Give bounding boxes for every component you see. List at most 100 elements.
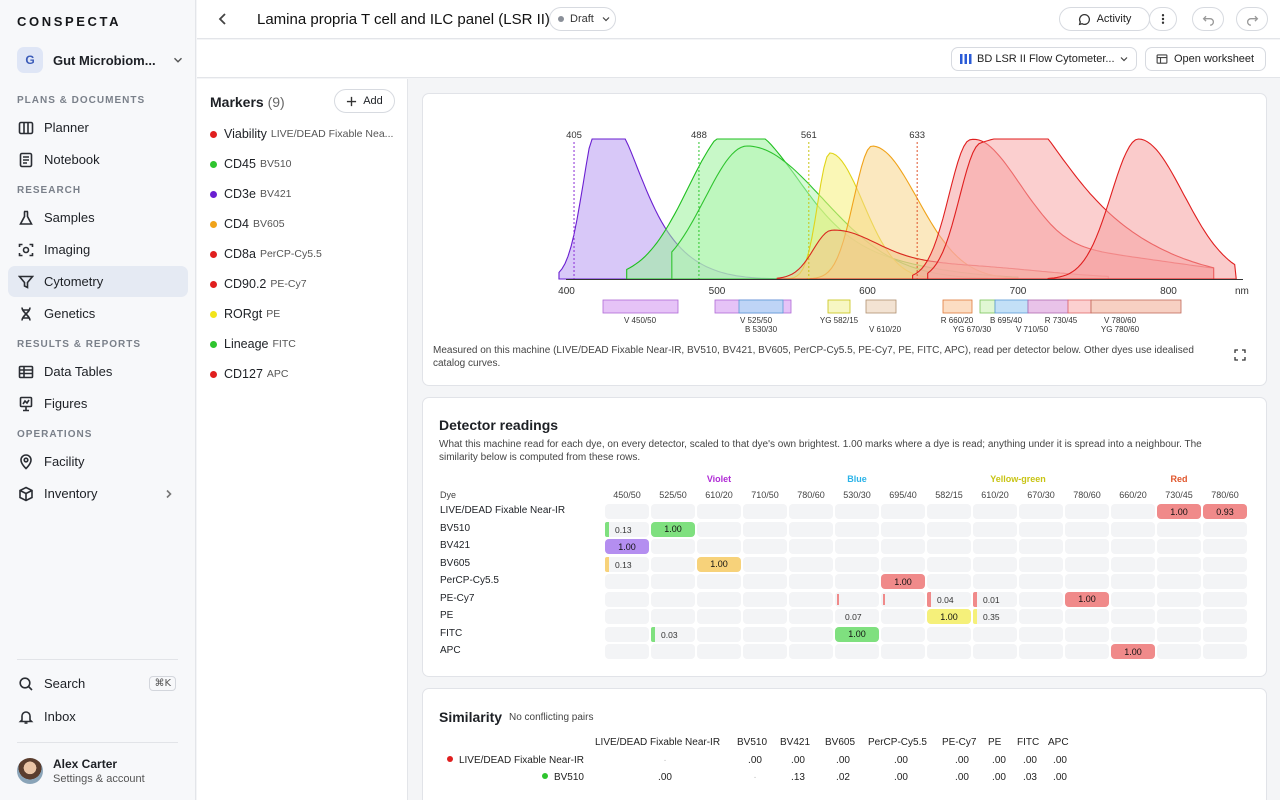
detector-cell [1203, 626, 1247, 642]
x-tick-label: 600 [859, 286, 876, 297]
marker-color-dot [210, 250, 217, 258]
plus-icon [347, 96, 357, 106]
similarity-card: Similarity No conflicting pairs LIVE/DEA… [422, 688, 1267, 800]
sidebar-item-imaging[interactable]: Imaging [8, 234, 188, 265]
marker-item[interactable]: RORgt PE [210, 304, 398, 324]
section-operations: OPERATIONS [17, 429, 93, 440]
sidebar-item-data-tables[interactable]: Data Tables [8, 356, 188, 387]
top-bar: Lamina propria T cell and ILC panel (LSR… [197, 0, 1280, 39]
similarity-title: Similarity [439, 709, 503, 725]
marker-item[interactable]: CD90.2 PE-Cy7 [210, 274, 398, 294]
filter-label: YG 582/15 [820, 316, 859, 325]
filter-label: R 660/20 [941, 316, 974, 325]
reading-bar [605, 521, 609, 537]
marker-color-dot [210, 220, 217, 228]
filter-label: B 695/40 [990, 316, 1023, 325]
reading-value: 0.04 [937, 594, 954, 605]
figure-icon [19, 396, 33, 411]
sidebar-item-planner[interactable]: Planner [8, 112, 188, 143]
workspace-avatar: G [17, 47, 43, 73]
dye-color-dot [446, 756, 453, 762]
marker-name: CD8a [224, 247, 256, 261]
detector-column-header: 780/60 [1211, 490, 1239, 500]
sidebar-item-samples[interactable]: Samples [8, 202, 188, 233]
back-arrow-icon[interactable] [215, 11, 231, 27]
redo-button[interactable] [1236, 7, 1268, 31]
divider [17, 742, 178, 743]
spectrum-chart: 405 488 561 633 400 500 600 700 800 nm V 450/50 V 5… [558, 130, 1249, 334]
marker-item[interactable]: Viability LIVE/DEAD Fixable Nea... [210, 124, 398, 144]
worksheet-icon [1156, 54, 1168, 64]
sidebar-item-inventory[interactable]: Inventory [8, 478, 188, 509]
marker-item[interactable]: Lineage FITC [210, 334, 398, 354]
detector-column-header: 710/50 [751, 490, 779, 500]
instrument-select[interactable]: BD LSR II Flow Cytometer... [951, 47, 1137, 71]
marker-item[interactable]: CD45 BV510 [210, 154, 398, 174]
detector-column-header: 525/50 [659, 490, 687, 500]
activity-button[interactable]: Activity [1059, 7, 1150, 31]
sidebar-item-genetics[interactable]: Genetics [8, 298, 188, 329]
marker-item[interactable]: CD3e BV421 [210, 184, 398, 204]
similarity-subtitle: No conflicting pairs [509, 712, 594, 723]
detector-cell [697, 644, 741, 659]
x-tick-label: 500 [709, 286, 726, 297]
detector-cell [1065, 609, 1109, 624]
detector-cell [651, 504, 695, 519]
undo-button[interactable] [1192, 7, 1224, 31]
detector-cell [1111, 504, 1155, 519]
expand-icon[interactable] [1234, 349, 1246, 361]
marker-name: CD4 [224, 217, 250, 231]
activity-label: Activity [1096, 13, 1132, 25]
detector-cell [1157, 556, 1201, 572]
sidebar-inbox[interactable]: Inbox [8, 701, 188, 732]
reading-value: 1.00 [835, 626, 879, 642]
chat-bubble-icon [1078, 13, 1090, 25]
workspace-switcher[interactable]: G Gut Microbiom... [17, 46, 185, 74]
instrument-icon [960, 54, 972, 64]
similarity-column-header: PE-Cy7 [942, 737, 977, 748]
detector-cell [973, 539, 1017, 554]
filter-label: V 710/50 [1016, 325, 1049, 334]
user-account[interactable]: Alex Carter Settings & account [17, 757, 145, 785]
detector-cell [881, 556, 925, 572]
reading-value: 1.00 [651, 521, 695, 537]
reading-tick [883, 593, 885, 605]
sidebar-item-figures[interactable]: Figures [8, 388, 188, 419]
detector-cell [789, 539, 833, 554]
marker-item[interactable]: CD8a PerCP-Cy5.5 [210, 244, 398, 264]
similarity-value: .02 [836, 772, 850, 783]
sidebar-search[interactable]: Search ⌘K [8, 668, 188, 699]
instrument-name: BD LSR II Flow Cytometer... [977, 53, 1115, 65]
detector-cell [927, 644, 971, 659]
more-options-button[interactable] [1149, 7, 1177, 31]
reading-bar [651, 626, 655, 642]
detector-group-label: Blue [847, 474, 867, 484]
detector-cell [835, 591, 879, 607]
status-dropdown[interactable]: Draft [549, 7, 616, 31]
sidebar-item-notebook[interactable]: Notebook [8, 144, 188, 175]
detector-cell [651, 539, 695, 554]
section-results: RESULTS & REPORTS [17, 339, 142, 350]
add-marker-button[interactable]: Add [334, 89, 395, 113]
sidebar-item-cytometry[interactable]: Cytometry [8, 266, 188, 297]
search-icon [19, 676, 33, 691]
marker-item[interactable]: CD4 BV605 [210, 214, 398, 234]
open-worksheet-button[interactable]: Open worksheet [1145, 47, 1266, 71]
detector-cell [1157, 626, 1201, 642]
detector-cell [1157, 591, 1201, 607]
detector-cell [1203, 539, 1247, 554]
detector-column-header: 670/30 [1027, 490, 1055, 500]
detector-cell [1111, 556, 1155, 572]
similarity-value: .00 [791, 755, 805, 766]
sidebar-item-facility[interactable]: Facility [8, 446, 188, 477]
status-dot [558, 16, 564, 22]
detector-group-label: Red [1170, 474, 1188, 484]
detector-cell [835, 609, 879, 624]
filter-label: V 450/50 [624, 316, 657, 325]
detector-cell [1111, 574, 1155, 589]
marker-item[interactable]: CD127 APC [210, 364, 398, 384]
marker-name: CD45 [224, 157, 256, 171]
marker-name: CD90.2 [224, 277, 267, 291]
similarity-value: .00 [1053, 755, 1067, 766]
detector-cell [927, 574, 971, 589]
